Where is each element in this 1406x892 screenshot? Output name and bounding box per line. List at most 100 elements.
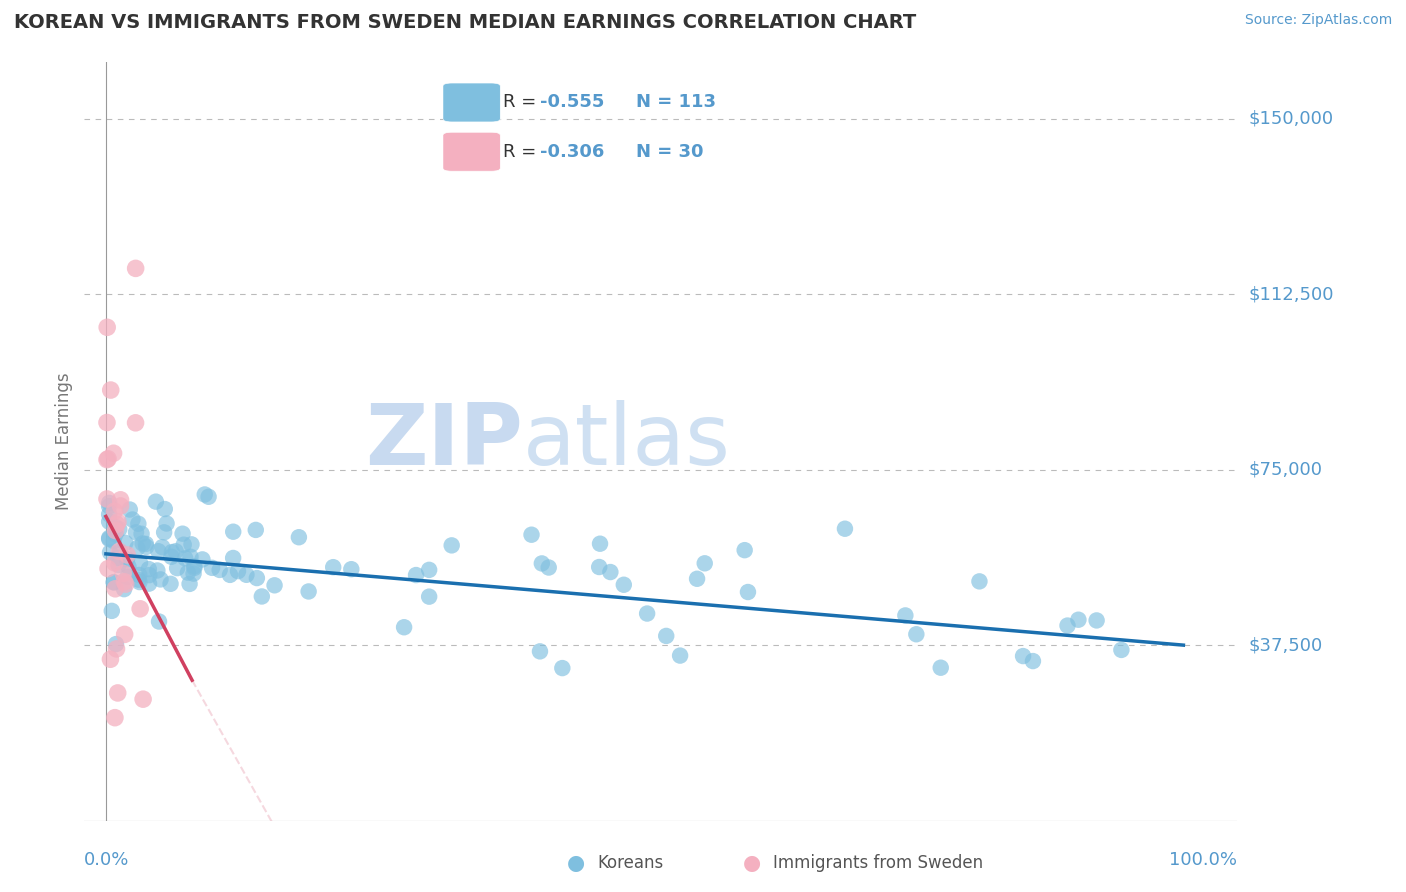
Point [655,629,678,643]
Text: N = 113: N = 113 [637,94,716,112]
Point [110,492,132,507]
Point [121,512,143,526]
Point [520,527,543,541]
Point [127,516,149,531]
Point [98,499,121,513]
Point [115,548,138,562]
Point [1085,614,1108,628]
Point [103,446,125,460]
Point [149,573,172,587]
Point [322,560,344,574]
Point [132,692,155,706]
Point [135,537,157,551]
Point [1012,649,1035,664]
Text: $150,000: $150,000 [1249,110,1333,128]
Point [1111,643,1133,657]
Point [105,517,128,532]
Point [894,608,917,623]
Point [98,531,121,545]
Point [1056,618,1078,632]
Point [98,545,121,559]
Point [160,545,183,559]
Text: Immigrants from Sweden: Immigrants from Sweden [773,855,983,872]
Point [98,508,121,522]
Point [440,538,463,552]
Text: N = 30: N = 30 [637,143,704,161]
Point [208,563,231,577]
Point [588,560,610,574]
Text: $75,000: $75,000 [1249,460,1323,479]
Point [103,504,125,518]
Point [96,452,118,467]
Point [179,549,201,564]
Point [105,641,128,656]
Text: Koreans: Koreans [598,855,664,872]
Text: ●: ● [744,854,761,873]
Text: $37,500: $37,500 [1249,636,1323,654]
Point [104,556,127,570]
Point [340,562,363,576]
Point [245,523,267,537]
Point [124,261,146,276]
Point [197,490,219,504]
Point [112,566,135,581]
Point [969,574,991,589]
Point [114,627,136,641]
Point [131,526,153,541]
Point [669,648,692,663]
Point [537,560,560,574]
Text: 100.0%: 100.0% [1170,851,1237,869]
Point [150,540,173,554]
Point [172,526,194,541]
Point [146,564,169,578]
Point [103,575,125,590]
Point [98,515,121,529]
Text: $112,500: $112,500 [1249,285,1334,303]
Point [166,561,188,575]
Point [104,520,127,534]
Point [125,525,148,540]
Text: ZIP: ZIP [364,400,523,483]
Point [392,620,415,634]
Point [127,541,149,556]
Point [201,561,224,575]
Text: atlas: atlas [523,400,731,483]
Point [165,544,187,558]
Point [180,537,202,551]
Point [226,564,249,578]
Text: R =: R = [503,143,543,161]
Point [834,522,856,536]
Point [110,499,132,513]
Point [104,711,127,725]
Point [104,582,127,596]
Point [96,416,118,430]
Point [589,537,612,551]
Point [107,550,129,565]
FancyBboxPatch shape [443,83,501,122]
Point [155,516,177,531]
Point [183,559,205,574]
Point [298,584,321,599]
Point [114,577,136,591]
Point [117,559,139,574]
Point [905,627,928,641]
Point [128,575,150,590]
Point [129,556,152,570]
Point [108,522,131,536]
Point [145,494,167,508]
Point [153,502,176,516]
Point [108,544,131,558]
Point [138,576,160,591]
Point [96,320,118,334]
Point [929,661,952,675]
Point [191,552,214,566]
Point [159,576,181,591]
Point [98,532,121,546]
Text: -0.306: -0.306 [540,143,605,161]
Point [101,604,124,618]
Point [124,416,146,430]
Point [160,549,183,564]
Point [128,568,150,582]
Point [686,572,709,586]
Point [405,568,427,582]
